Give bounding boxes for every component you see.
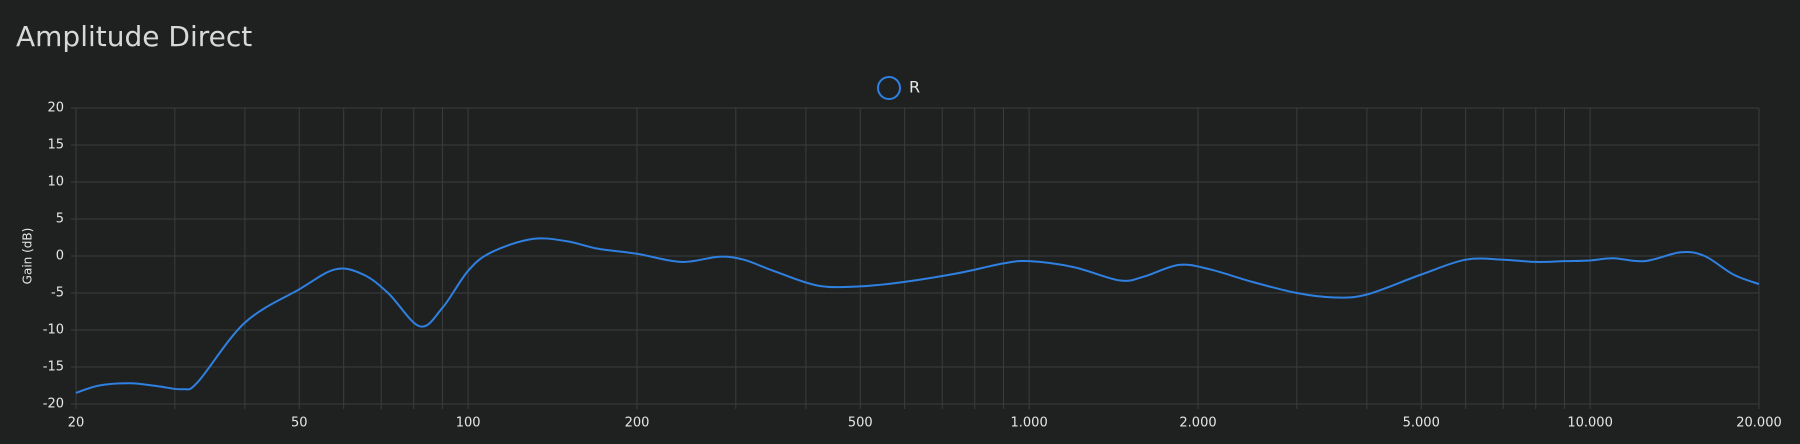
y-tick-label: 20	[47, 101, 64, 116]
x-tick-label: 50	[291, 416, 308, 431]
x-tick-label: 200	[625, 416, 650, 431]
y-tick-label: -15	[43, 360, 64, 375]
x-tick-label: 100	[456, 416, 481, 431]
y-tick-label: 5	[56, 212, 64, 227]
legend-marker	[877, 76, 901, 100]
x-tick-label: 500	[848, 416, 873, 431]
line-series	[75, 237, 1760, 394]
y-tick-label: -10	[43, 323, 64, 338]
y-tick-label: 15	[47, 138, 64, 153]
y-tick-label: -20	[43, 397, 64, 412]
y-axis-label: Gain (dB)	[21, 228, 35, 285]
y-tick-label: 0	[56, 249, 64, 264]
chart-title: Amplitude Direct	[16, 20, 252, 53]
legend[interactable]: R	[877, 76, 920, 100]
y-tick-label: -5	[51, 286, 64, 301]
x-tick-label: 10.000	[1567, 416, 1613, 431]
x-tick-label: 20	[68, 416, 85, 431]
legend-label: R	[909, 78, 920, 97]
x-tick-label: 1.000	[1011, 416, 1048, 431]
x-tick-label: 2.000	[1179, 416, 1216, 431]
y-tick-label: 10	[47, 175, 64, 190]
x-tick-label: 5.000	[1403, 416, 1440, 431]
x-tick-label: 20.000	[1736, 416, 1782, 431]
